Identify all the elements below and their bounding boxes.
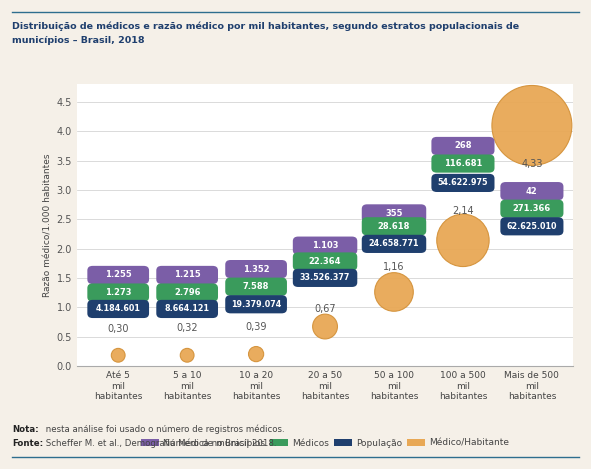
FancyBboxPatch shape — [225, 260, 287, 278]
FancyBboxPatch shape — [293, 269, 358, 287]
FancyBboxPatch shape — [501, 182, 563, 200]
Text: nesta análise foi usado o número de registros médicos.: nesta análise foi usado o número de regi… — [43, 424, 284, 434]
Text: 4.184.601: 4.184.601 — [96, 304, 141, 313]
Text: Scheffer M. et al., Demografia Médica no Brasil 2018.: Scheffer M. et al., Demografia Médica no… — [43, 439, 276, 448]
FancyBboxPatch shape — [501, 200, 563, 218]
Text: 1.103: 1.103 — [312, 241, 338, 250]
Ellipse shape — [248, 347, 264, 362]
Text: 42: 42 — [526, 187, 538, 196]
FancyBboxPatch shape — [156, 283, 218, 302]
Ellipse shape — [375, 272, 413, 311]
Text: 62.625.010: 62.625.010 — [506, 222, 557, 231]
Text: 1.215: 1.215 — [174, 271, 200, 280]
Text: 4,33: 4,33 — [521, 159, 543, 169]
FancyBboxPatch shape — [225, 278, 287, 296]
Text: 2.796: 2.796 — [174, 288, 200, 297]
Text: 22.364: 22.364 — [309, 257, 341, 266]
FancyBboxPatch shape — [87, 266, 149, 284]
FancyBboxPatch shape — [156, 300, 218, 318]
Text: Distribuição de médicos e razão médico por mil habitantes, segundo estratos popu: Distribuição de médicos e razão médico p… — [12, 21, 519, 30]
Text: 54.622.975: 54.622.975 — [438, 178, 488, 188]
Text: 8.664.121: 8.664.121 — [165, 304, 210, 313]
Text: 33.526.377: 33.526.377 — [300, 273, 350, 282]
Text: 355: 355 — [385, 209, 402, 218]
Text: 7.588: 7.588 — [243, 282, 269, 291]
Text: 1.255: 1.255 — [105, 271, 132, 280]
Ellipse shape — [492, 85, 572, 166]
Text: 0,39: 0,39 — [245, 322, 267, 333]
Text: Fonte:: Fonte: — [12, 439, 43, 448]
Text: 19.379.074: 19.379.074 — [231, 300, 281, 309]
FancyBboxPatch shape — [293, 236, 358, 255]
Text: municípios – Brasil, 2018: municípios – Brasil, 2018 — [12, 36, 144, 45]
Text: 28.618: 28.618 — [378, 222, 410, 231]
FancyBboxPatch shape — [156, 266, 218, 284]
FancyBboxPatch shape — [87, 300, 149, 318]
Ellipse shape — [111, 348, 125, 362]
Text: 1,16: 1,16 — [383, 262, 405, 272]
FancyBboxPatch shape — [87, 283, 149, 302]
Text: Nota:: Nota: — [12, 425, 38, 434]
Text: 1.273: 1.273 — [105, 288, 131, 297]
Text: 2,14: 2,14 — [452, 206, 474, 216]
FancyBboxPatch shape — [362, 217, 426, 235]
Ellipse shape — [180, 348, 194, 362]
Legend: Número de municípios, Médicos, População, Médico/Habitante: Número de municípios, Médicos, População… — [138, 435, 512, 451]
Ellipse shape — [313, 314, 337, 339]
Ellipse shape — [437, 214, 489, 266]
Text: 1.352: 1.352 — [243, 265, 269, 273]
FancyBboxPatch shape — [501, 217, 563, 235]
FancyBboxPatch shape — [225, 295, 287, 313]
Text: 271.366: 271.366 — [513, 204, 551, 213]
FancyBboxPatch shape — [431, 174, 495, 192]
FancyBboxPatch shape — [362, 235, 426, 253]
Text: 116.681: 116.681 — [444, 159, 482, 168]
FancyBboxPatch shape — [362, 204, 426, 222]
Text: 268: 268 — [454, 142, 472, 151]
Y-axis label: Razão médico/1.000 habitantes: Razão médico/1.000 habitantes — [43, 153, 52, 297]
FancyBboxPatch shape — [431, 137, 495, 155]
Text: 0,67: 0,67 — [314, 304, 336, 314]
Text: 0,32: 0,32 — [176, 323, 198, 333]
Text: 24.658.771: 24.658.771 — [369, 239, 419, 249]
FancyBboxPatch shape — [293, 252, 358, 271]
Text: 0,30: 0,30 — [108, 324, 129, 333]
FancyBboxPatch shape — [431, 154, 495, 173]
